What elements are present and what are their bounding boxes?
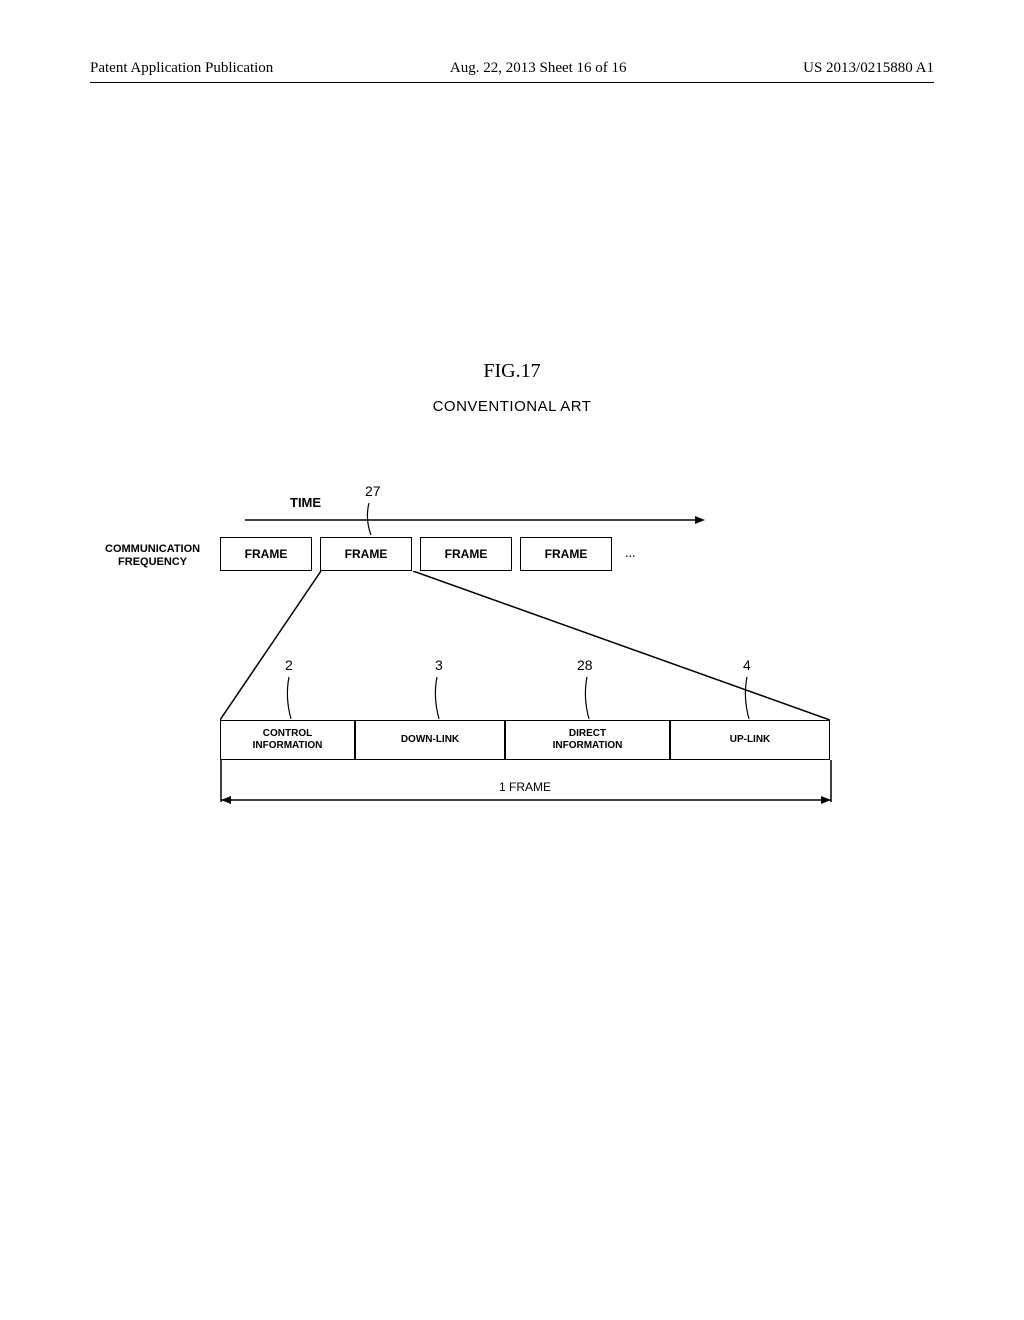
comm-freq-line2: FREQUENCY — [118, 556, 187, 568]
detail-row: CONTROL INFORMATION DOWN-LINK DIRECT INF… — [220, 720, 830, 760]
time-arrow-icon — [245, 515, 705, 525]
comm-freq-line1: COMMUNICATION — [105, 543, 200, 555]
control-info-box: CONTROL INFORMATION — [220, 720, 355, 760]
frame-span-label: 1 FRAME — [220, 780, 830, 794]
header-center: Aug. 22, 2013 Sheet 16 of 16 — [450, 60, 627, 77]
ref27-pointer — [359, 501, 379, 537]
frame-dots: ... — [625, 546, 636, 562]
ref28-pointer — [577, 675, 597, 721]
direct-info-box: DIRECT INFORMATION — [505, 720, 670, 760]
figure-subtitle: CONVENTIONAL ART — [0, 398, 1024, 415]
ref2-pointer — [279, 675, 299, 721]
header-right: US 2013/0215880 A1 — [803, 60, 934, 77]
ref4-pointer — [737, 675, 757, 721]
ref3-pointer — [427, 675, 447, 721]
reference-28: 28 — [577, 657, 593, 673]
figure-title: FIG.17 — [0, 360, 1024, 383]
frame-row: FRAME FRAME FRAME FRAME ... — [220, 537, 636, 571]
header-left: Patent Application Publication — [90, 60, 273, 77]
comm-frequency-label: COMMUNICATION FREQUENCY — [105, 543, 200, 569]
uplink-box: UP-LINK — [670, 720, 830, 760]
reference-4: 4 — [743, 657, 751, 673]
downlink-box: DOWN-LINK — [355, 720, 505, 760]
diagram-container: TIME 27 COMMUNICATION FREQUENCY FRAME FR… — [125, 495, 905, 895]
time-axis-label: TIME — [290, 495, 321, 510]
reference-27: 27 — [365, 483, 381, 499]
frame-box-3: FRAME — [420, 537, 512, 571]
reference-2: 2 — [285, 657, 293, 673]
frame-box-1: FRAME — [220, 537, 312, 571]
figure-area: FIG.17 CONVENTIONAL ART TIME 27 COMMUNIC… — [0, 360, 1024, 895]
header-divider — [90, 82, 934, 83]
frame-box-4: FRAME — [520, 537, 612, 571]
page-header: Patent Application Publication Aug. 22, … — [90, 60, 934, 77]
reference-3: 3 — [435, 657, 443, 673]
frame-box-2: FRAME — [320, 537, 412, 571]
